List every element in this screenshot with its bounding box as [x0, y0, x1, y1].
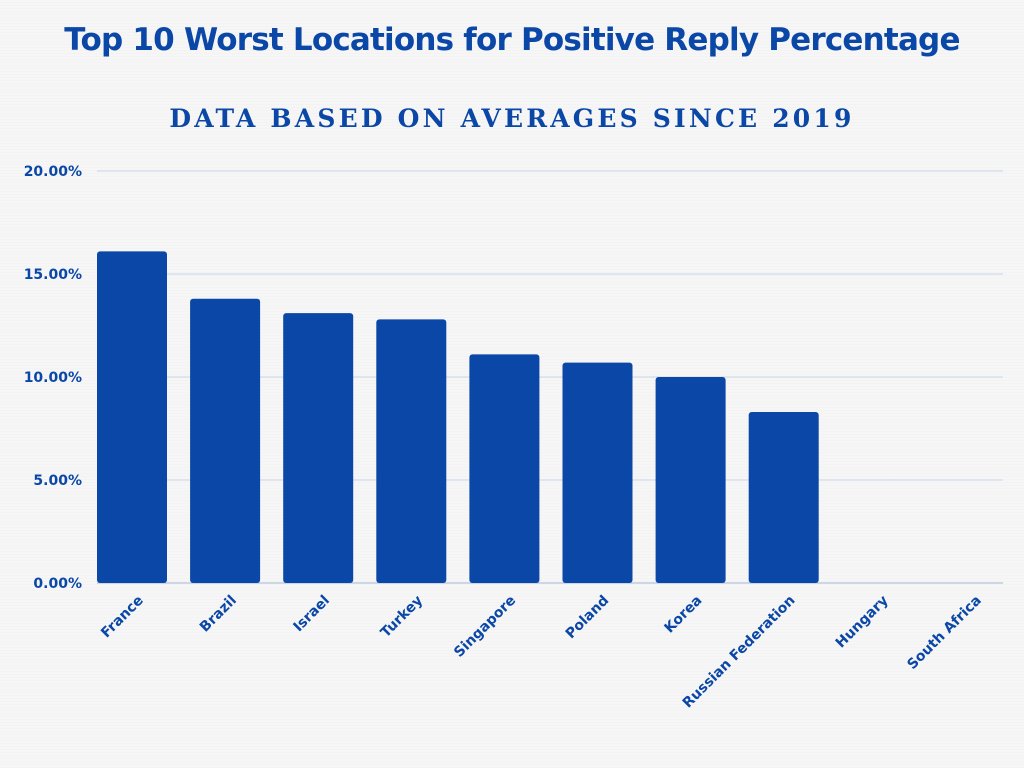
- x-tick-label: Singapore: [451, 593, 519, 661]
- y-tick-label: 0.00%: [33, 576, 82, 592]
- bar-brazil: [190, 298, 261, 583]
- y-tick-label: 10.00%: [24, 370, 82, 386]
- x-tick-label: South Africa: [904, 593, 984, 673]
- y-tick-label: 5.00%: [33, 473, 82, 489]
- bar-turkey: [376, 319, 447, 583]
- chart-title: Top 10 Worst Locations for Positive Repl…: [64, 22, 960, 58]
- x-tick-label: France: [98, 593, 147, 642]
- bars: [97, 251, 819, 583]
- bar-france: [97, 251, 167, 583]
- x-tick-label: Israel: [290, 593, 333, 636]
- chart-subtitle: DATA BASED ON AVERAGES SINCE 2019: [169, 104, 855, 133]
- bar-singapore: [469, 354, 540, 583]
- bar-korea: [655, 377, 726, 583]
- y-tick-label: 20.00%: [24, 164, 82, 180]
- x-axis-labels: France Brazil Israel Turkey Singapore Poland K…: [98, 593, 985, 712]
- y-tick-label: 15.00%: [24, 267, 82, 283]
- bar-russian-federation: [748, 412, 819, 583]
- y-axis-ticks: 0.00% 5.00% 10.00% 15.00% 20.00%: [24, 164, 82, 592]
- x-tick-label: Poland: [563, 593, 613, 643]
- x-tick-label: Brazil: [197, 593, 240, 636]
- x-tick-label: Korea: [662, 593, 706, 637]
- x-tick-label: Hungary: [833, 593, 892, 652]
- bar-israel: [283, 313, 354, 583]
- x-tick-label: Turkey: [378, 593, 426, 641]
- bar-poland: [562, 362, 633, 583]
